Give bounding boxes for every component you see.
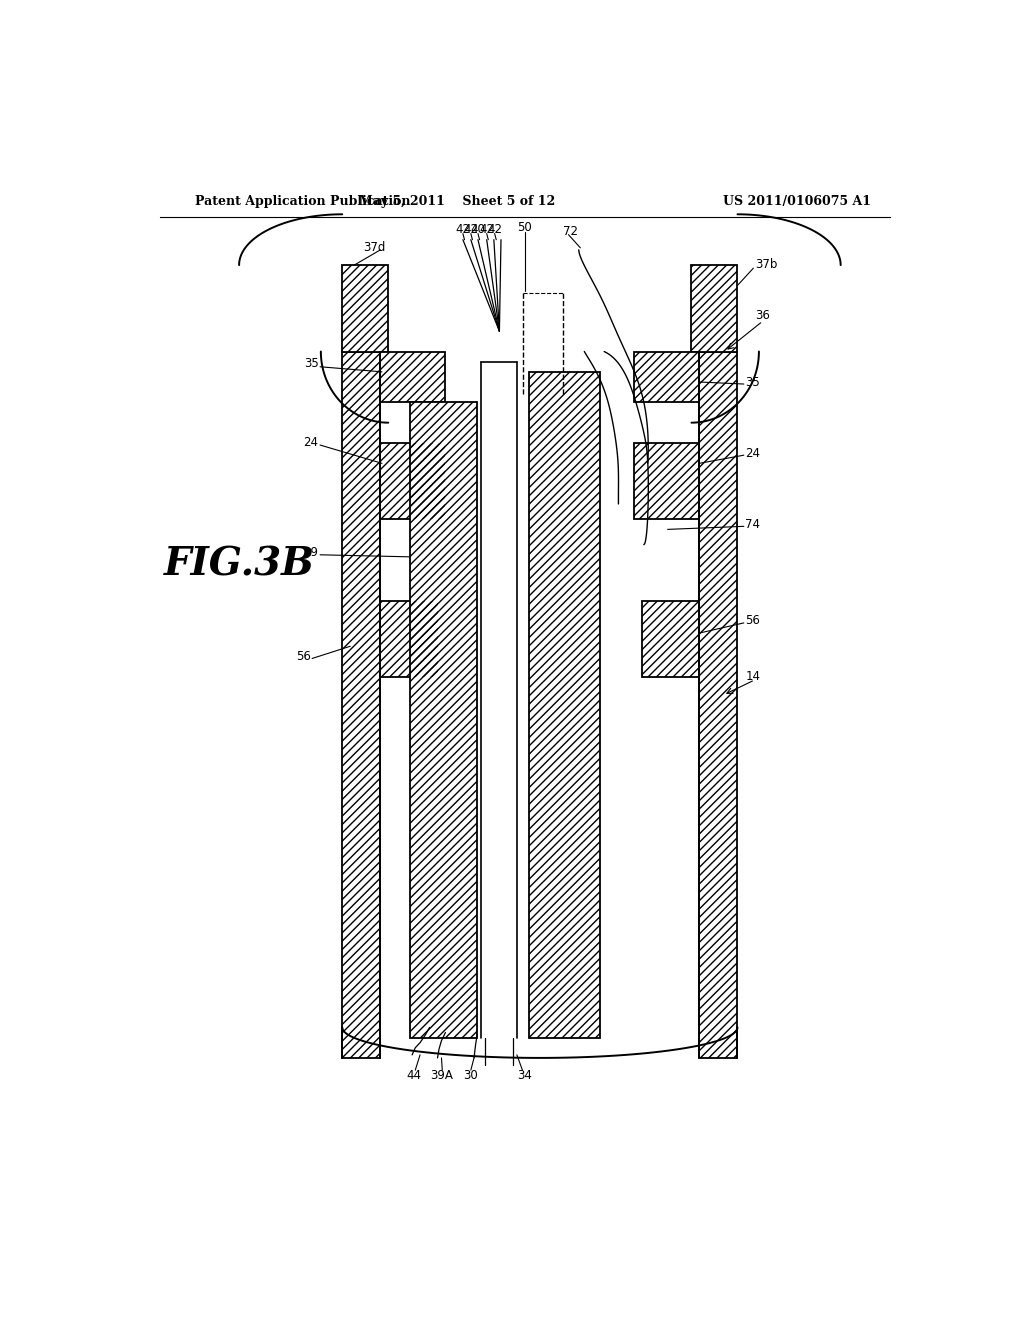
Text: 14: 14 bbox=[745, 671, 761, 684]
Text: FIG.3B: FIG.3B bbox=[164, 546, 314, 583]
Text: 24: 24 bbox=[303, 437, 318, 450]
Bar bbox=[410, 403, 477, 1038]
Text: 36: 36 bbox=[755, 309, 770, 322]
Bar bbox=[380, 351, 445, 403]
Text: 37b: 37b bbox=[755, 257, 777, 271]
Bar bbox=[380, 444, 445, 519]
Text: 56: 56 bbox=[296, 649, 310, 663]
Bar bbox=[342, 351, 380, 1057]
Bar bbox=[642, 601, 699, 677]
Bar bbox=[634, 444, 699, 519]
Bar bbox=[342, 265, 388, 351]
Text: 40: 40 bbox=[471, 223, 485, 236]
Bar bbox=[691, 265, 737, 351]
Text: US 2011/0106075 A1: US 2011/0106075 A1 bbox=[723, 194, 871, 207]
Text: 37d: 37d bbox=[362, 242, 385, 255]
Text: 74: 74 bbox=[745, 517, 761, 531]
Bar bbox=[699, 351, 737, 1057]
Bar bbox=[380, 444, 445, 519]
Bar bbox=[342, 265, 388, 351]
Bar bbox=[634, 351, 699, 403]
Text: 35: 35 bbox=[304, 358, 318, 370]
Text: 30: 30 bbox=[464, 1069, 478, 1081]
Text: 50: 50 bbox=[517, 220, 532, 234]
Text: 24: 24 bbox=[745, 446, 761, 459]
Text: May 5, 2011    Sheet 5 of 12: May 5, 2011 Sheet 5 of 12 bbox=[359, 194, 555, 207]
Text: 72: 72 bbox=[563, 226, 579, 238]
Text: 42: 42 bbox=[479, 223, 495, 236]
Bar bbox=[528, 372, 600, 1038]
Bar bbox=[528, 372, 600, 1038]
Bar bbox=[380, 351, 445, 403]
Text: 44: 44 bbox=[407, 1069, 421, 1081]
Text: 39A: 39A bbox=[430, 1069, 453, 1081]
Bar bbox=[380, 601, 437, 677]
Bar bbox=[699, 351, 737, 1057]
Bar bbox=[342, 351, 380, 1057]
Bar bbox=[380, 601, 437, 677]
Text: 42: 42 bbox=[487, 223, 502, 236]
Bar bbox=[642, 601, 699, 677]
Text: 42: 42 bbox=[463, 223, 478, 236]
Text: Patent Application Publication: Patent Application Publication bbox=[196, 194, 411, 207]
Bar bbox=[410, 403, 477, 1038]
Text: 34: 34 bbox=[517, 1069, 532, 1081]
Bar bbox=[691, 265, 737, 351]
Text: 42: 42 bbox=[456, 223, 470, 236]
Bar bbox=[634, 351, 699, 403]
Bar bbox=[634, 444, 699, 519]
Text: 35: 35 bbox=[745, 375, 760, 388]
Text: 56: 56 bbox=[745, 614, 760, 627]
Text: 19: 19 bbox=[303, 546, 318, 560]
